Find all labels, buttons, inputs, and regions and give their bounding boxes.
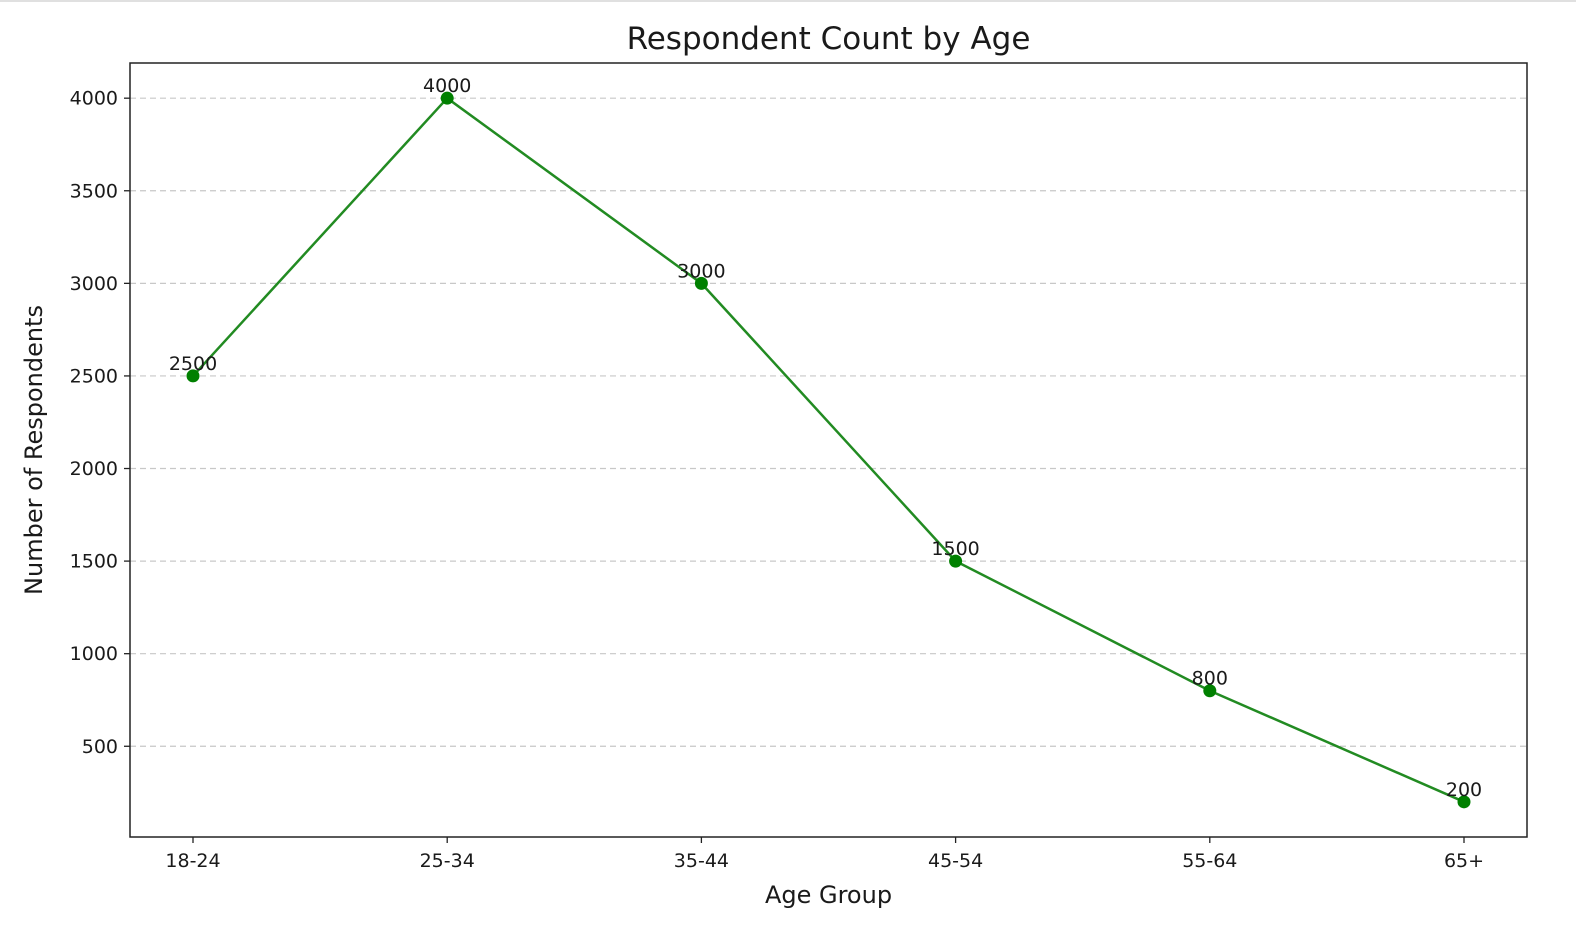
data-label: 3000 — [677, 260, 725, 282]
data-label: 2500 — [169, 353, 217, 375]
data-labels: 2500 4000 3000 1500 800 200 — [169, 75, 1482, 801]
data-point-marker — [440, 91, 454, 105]
series-markers — [186, 91, 1471, 809]
data-point-marker — [949, 554, 963, 568]
data-point-marker — [186, 369, 200, 383]
plot-area-frame — [129, 62, 1528, 838]
data-label: 4000 — [423, 75, 471, 97]
x-tick-label: 25-34 — [420, 850, 475, 872]
x-tick-label: 65+ — [1444, 850, 1484, 872]
y-tick-label: 500 — [82, 736, 118, 758]
series-polyline — [192, 96, 1465, 803]
x-axis-ticks: 18-24 25-34 35-44 45-54 55-64 65+ — [165, 837, 1484, 872]
data-point-marker — [1457, 795, 1471, 809]
data-label: 800 — [1192, 668, 1228, 690]
x-tick-label: 55-64 — [1182, 850, 1237, 872]
x-tick-label: 45-54 — [928, 850, 983, 872]
y-tick-label: 1000 — [70, 643, 118, 665]
x-tick-label: 18-24 — [165, 850, 220, 872]
y-tick-label: 4000 — [70, 88, 118, 110]
data-label: 200 — [1446, 779, 1482, 801]
x-tick-label: 35-44 — [674, 850, 729, 872]
y-axis-ticks: 500 1000 1500 2000 2500 3000 3500 4000 — [70, 88, 130, 758]
y-tick-label: 1500 — [70, 551, 118, 573]
y-axis-label: Number of Respondents — [20, 305, 48, 595]
window-top-rule — [0, 0, 1576, 2]
y-tick-label: 3500 — [70, 180, 118, 202]
data-point-marker — [1203, 684, 1217, 698]
data-point-marker — [694, 276, 708, 290]
data-label: 1500 — [931, 538, 979, 560]
y-tick-label: 2500 — [70, 365, 118, 387]
y-tick-label: 2000 — [70, 458, 118, 480]
series-line — [192, 96, 1465, 803]
x-axis-label: Age Group — [765, 881, 892, 909]
y-tick-label: 3000 — [70, 273, 118, 295]
chart-title: Respondent Count by Age — [627, 21, 1031, 57]
